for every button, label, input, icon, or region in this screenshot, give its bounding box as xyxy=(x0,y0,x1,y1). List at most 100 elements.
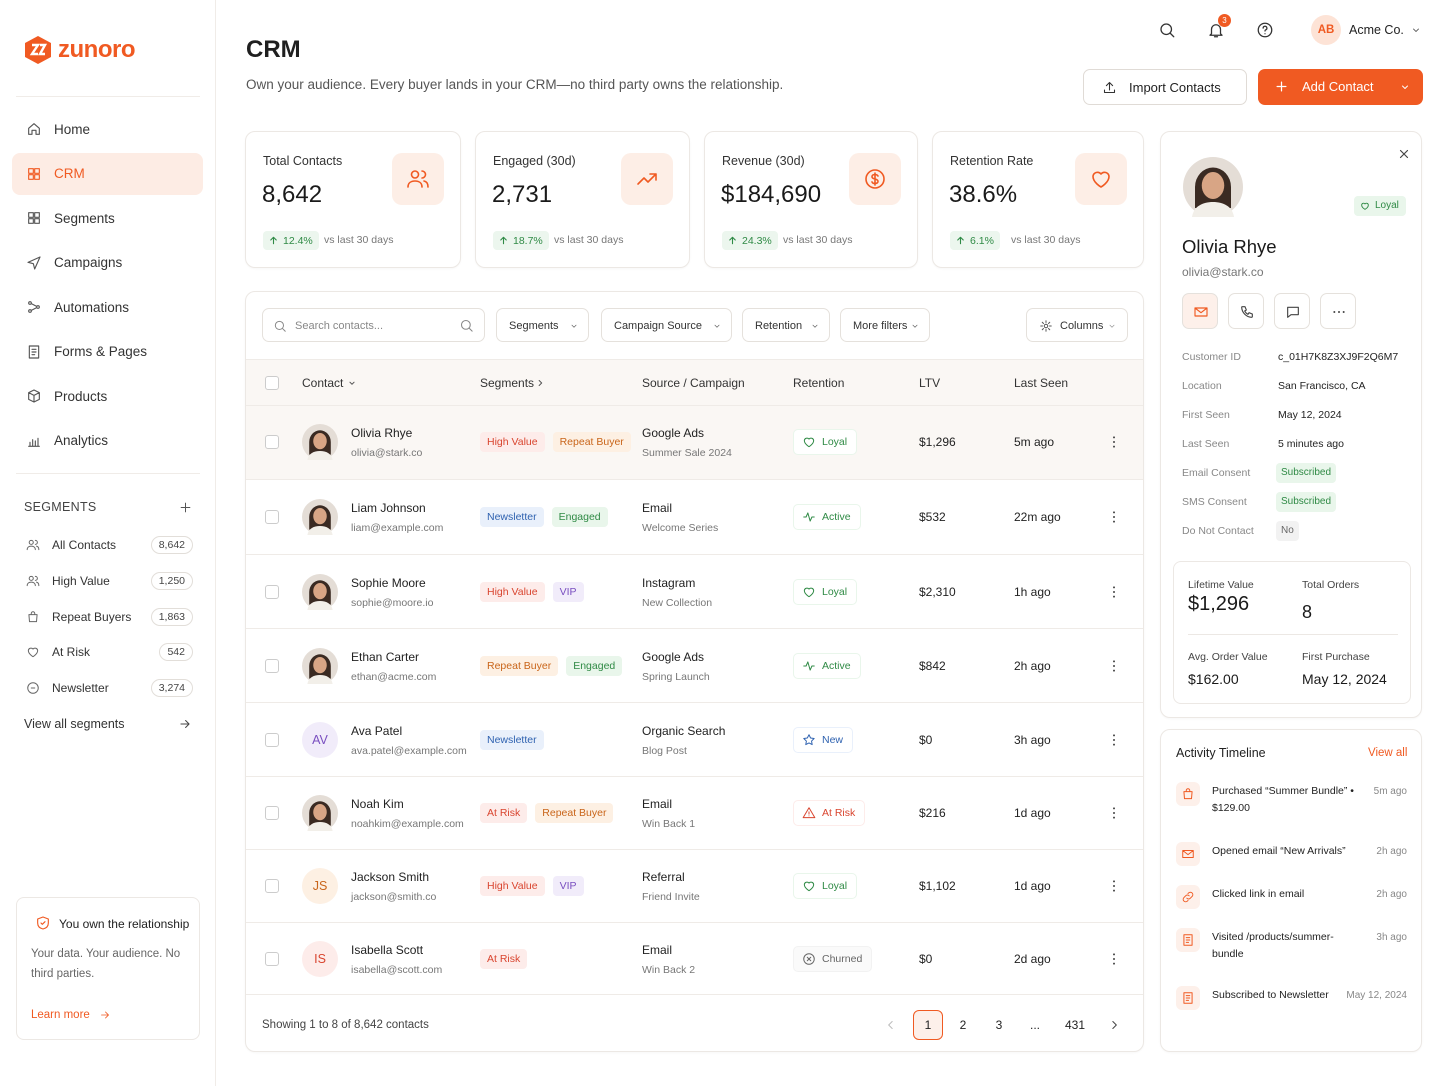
icon-vdots[interactable] xyxy=(1106,509,1122,525)
contact-action[interactable] xyxy=(1228,293,1264,329)
icon-bell[interactable] xyxy=(1207,21,1225,39)
tag-list: High Value Repeat Buyer xyxy=(480,432,631,452)
timeline-view-all[interactable]: View all xyxy=(1368,746,1408,759)
import-button[interactable]: Import Contacts xyxy=(1083,69,1247,105)
icon-path xyxy=(28,389,40,403)
checkbox[interactable] xyxy=(265,659,279,673)
nav-item[interactable]: Segments xyxy=(54,210,115,226)
add-button[interactable]: Add Contact xyxy=(1258,69,1423,105)
icon-path xyxy=(714,324,720,328)
retention-pill: Active xyxy=(793,653,861,679)
icon-box xyxy=(28,389,40,403)
columns-button[interactable]: Columns xyxy=(1026,308,1128,342)
contact-action[interactable] xyxy=(1274,293,1310,329)
source: Email xyxy=(642,797,673,811)
icon-vdots[interactable] xyxy=(1106,732,1122,748)
checkbox[interactable] xyxy=(265,510,279,524)
icon-search[interactable] xyxy=(1158,21,1176,39)
table-row[interactable] xyxy=(246,629,1143,703)
checkbox[interactable] xyxy=(265,733,279,747)
icon-heart xyxy=(803,437,815,448)
nav-item[interactable]: Campaigns xyxy=(54,255,123,270)
tag-list: At Risk Repeat Buyer xyxy=(480,803,614,823)
user-avatar[interactable]: AB xyxy=(1311,15,1341,45)
table-row[interactable] xyxy=(246,849,1143,923)
tag-list: At Risk xyxy=(480,949,528,969)
checkbox[interactable] xyxy=(265,879,279,893)
search-input[interactable]: Search contacts... xyxy=(262,308,485,342)
column-header[interactable]: Segments xyxy=(480,376,535,390)
page-button[interactable]: 2 xyxy=(959,1018,967,1032)
icon-help[interactable] xyxy=(1256,21,1274,39)
nav-item[interactable]: Analytics xyxy=(54,433,109,448)
checkbox[interactable] xyxy=(265,952,279,966)
avatar-photo xyxy=(302,424,338,460)
contact-action[interactable] xyxy=(1320,293,1356,329)
icon-vdots[interactable] xyxy=(1106,805,1122,821)
icon-vdots[interactable] xyxy=(1106,658,1122,674)
column-header[interactable]: LTV xyxy=(919,376,941,390)
detail-label: First Seen xyxy=(1182,408,1230,421)
icon-vdots[interactable] xyxy=(1106,878,1122,894)
icon-path xyxy=(802,807,816,819)
checkbox[interactable] xyxy=(265,435,279,449)
segment-item[interactable]: Repeat Buyers xyxy=(52,609,132,624)
campaign: Friend Invite xyxy=(642,890,700,903)
nav-item[interactable]: CRM xyxy=(54,166,85,181)
page-button[interactable]: ... xyxy=(1029,1018,1040,1032)
segment-item[interactable]: At Risk xyxy=(52,645,91,660)
contact-name: Ava Patel xyxy=(351,724,403,738)
column-header[interactable]: Retention xyxy=(793,376,845,390)
column-header[interactable]: Source / Campaign xyxy=(642,376,745,390)
segment-item[interactable]: High Value xyxy=(52,573,110,588)
page-title: CRM xyxy=(246,36,301,63)
stat-card: Engaged (30d) 2,731 18.7% vs last 30 days xyxy=(475,131,690,268)
icon-path xyxy=(729,236,736,245)
page-button[interactable]: 3 xyxy=(995,1018,1003,1032)
page-button[interactable]: 431 xyxy=(1064,1018,1086,1032)
table-row[interactable] xyxy=(246,703,1143,777)
nav-item[interactable]: Home xyxy=(54,121,91,137)
badge-label: Loyal xyxy=(1375,200,1399,211)
nav-item[interactable]: Automations xyxy=(54,299,130,315)
tag-list: Newsletter xyxy=(480,730,544,750)
nav-item[interactable]: Products xyxy=(54,388,108,404)
filter-button[interactable]: Campaign Source xyxy=(601,308,732,342)
table-row[interactable] xyxy=(246,479,1143,555)
checkbox[interactable] xyxy=(265,806,279,820)
contact-action[interactable] xyxy=(1182,293,1218,329)
view-all-segments[interactable]: View all segments xyxy=(24,716,125,731)
stat-value: 38.6% xyxy=(949,181,1018,208)
icon-vdots[interactable] xyxy=(1106,434,1122,450)
icon-vdots[interactable] xyxy=(1106,951,1122,967)
column-header[interactable]: Contact xyxy=(302,376,344,390)
icon-right[interactable] xyxy=(1107,1018,1121,1032)
icon-up xyxy=(729,236,736,245)
segment-item[interactable]: Newsletter xyxy=(52,681,109,696)
segment-item[interactable]: All Contacts xyxy=(52,538,117,552)
checkbox[interactable] xyxy=(265,585,279,599)
page-button[interactable]: 1 xyxy=(913,1010,943,1040)
filter-button[interactable]: Retention xyxy=(742,308,830,342)
icon-path xyxy=(803,953,815,965)
user-name[interactable]: Acme Co. xyxy=(1349,22,1404,37)
table-row[interactable] xyxy=(246,922,1143,995)
icon-plus[interactable] xyxy=(178,500,193,515)
table-row[interactable] xyxy=(246,554,1143,629)
brand-name[interactable]: zunoro xyxy=(58,36,135,63)
retention-label: Loyal xyxy=(822,436,848,448)
nav-item[interactable]: Forms & Pages xyxy=(54,344,148,359)
avatar-initials: IS xyxy=(302,941,338,977)
icon-dollar xyxy=(865,169,885,189)
icon-vdots[interactable] xyxy=(1106,584,1122,600)
filter-button[interactable]: Segments xyxy=(496,308,589,342)
promo-link[interactable]: Learn more xyxy=(31,1008,90,1021)
column-header[interactable]: Last Seen xyxy=(1014,376,1069,390)
metric-value: May 12, 2024 xyxy=(1302,671,1387,687)
checkbox[interactable] xyxy=(265,376,279,390)
filter-button[interactable]: More filters xyxy=(840,308,930,342)
table-row[interactable] xyxy=(246,406,1143,480)
icon-chev xyxy=(1413,28,1419,32)
icon-close[interactable] xyxy=(1397,147,1411,161)
table-row[interactable] xyxy=(246,776,1143,850)
